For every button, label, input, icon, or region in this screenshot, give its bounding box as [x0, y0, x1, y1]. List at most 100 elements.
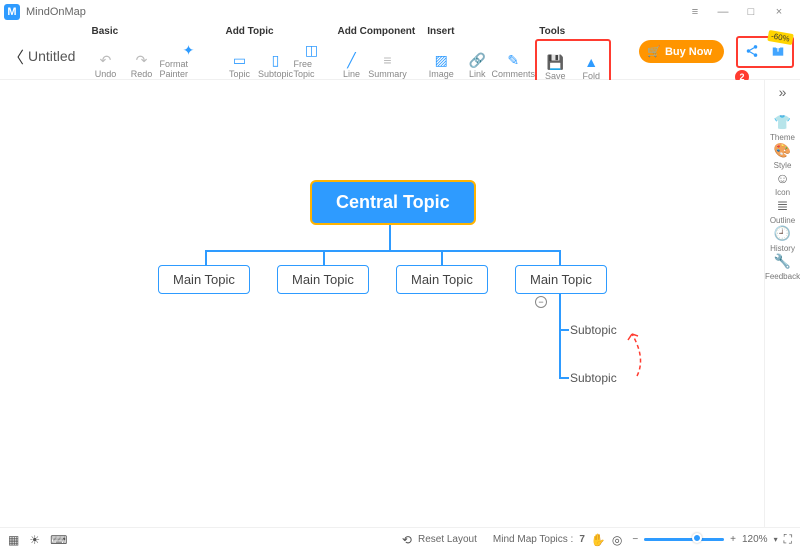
save-button[interactable]: 💾Save — [537, 41, 573, 81]
line-icon: ╱ — [347, 51, 355, 69]
hand-tool-icon[interactable]: ✋ — [591, 533, 606, 547]
zoom-percent[interactable]: 120% — [742, 534, 768, 545]
brush-icon: ✦ — [183, 41, 195, 59]
buy-now-button[interactable]: 🛒 Buy Now — [639, 40, 724, 63]
central-topic[interactable]: Central Topic — [310, 180, 476, 225]
export-icon — [771, 44, 785, 61]
format-painter-button[interactable]: ✦Format Painter — [159, 39, 217, 79]
zoom-thumb[interactable] — [692, 533, 702, 543]
export-button[interactable] — [768, 42, 788, 62]
free-topic-icon: ◫ — [305, 41, 318, 59]
group-tools-label: Tools — [535, 24, 611, 39]
group-add-topic-label: Add Topic — [221, 24, 329, 39]
undo-icon: ↶ — [100, 51, 112, 69]
fullscreen-icon[interactable]: ⛶ — [784, 532, 792, 547]
connector — [559, 294, 561, 378]
group-tools: Tools 💾Save ▲Fold — [535, 24, 611, 83]
collapse-handle[interactable]: − — [535, 296, 547, 308]
topic-button[interactable]: ▭Topic — [221, 39, 257, 79]
presentation-icon[interactable]: ▦ — [8, 533, 19, 547]
mindmap-canvas[interactable]: Central Topic Main Topic Main Topic Main… — [0, 80, 764, 527]
group-add-topic: Add Topic ▭Topic ▯Subtopic ◫Free Topic — [221, 24, 329, 79]
share-button[interactable] — [742, 42, 762, 62]
back-button[interactable]: 〈 — [6, 44, 26, 68]
menu-button[interactable]: ≡ — [688, 5, 702, 19]
close-button[interactable]: × — [772, 5, 786, 19]
zoom-out-button[interactable]: − — [632, 534, 638, 545]
app-name: MindOnMap — [26, 6, 688, 18]
tools-highlight-box: 💾Save ▲Fold — [535, 39, 611, 83]
sidebar-item-icon[interactable]: ☺Icon — [765, 170, 800, 197]
fold-button[interactable]: ▲Fold — [573, 41, 609, 81]
save-icon: 💾 — [547, 53, 564, 71]
subtopic-icon: ▯ — [272, 51, 280, 69]
subtopic[interactable]: Subtopic — [570, 371, 617, 385]
theme-icon: 👕 — [774, 114, 791, 131]
image-icon: ▨ — [435, 51, 448, 69]
group-add-component: Add Component ╱Line ≡Summary — [333, 24, 419, 79]
link-button[interactable]: 🔗Link — [459, 39, 495, 79]
maximize-button[interactable]: □ — [744, 5, 758, 19]
back-area: 〈 Untitled — [6, 44, 75, 68]
zoom-slider[interactable] — [644, 538, 724, 541]
minimize-button[interactable]: — — [716, 5, 730, 19]
connector — [389, 222, 391, 250]
group-insert: Insert ▨Image 🔗Link ✎Comments — [423, 24, 531, 79]
main-topic[interactable]: Main Topic — [158, 265, 250, 294]
connector — [205, 250, 559, 252]
document-title[interactable]: Untitled — [28, 48, 75, 64]
brightness-icon[interactable]: ☀ — [29, 533, 40, 547]
sidebar-item-feedback[interactable]: 🔧Feedback — [765, 253, 800, 281]
sidebar-item-history[interactable]: 🕘History — [765, 225, 800, 253]
connector — [559, 250, 561, 266]
zoom-dropdown-icon[interactable]: ▾ — [774, 535, 778, 544]
image-button[interactable]: ▨Image — [423, 39, 459, 79]
main-topic[interactable]: Main Topic — [515, 265, 607, 294]
target-icon[interactable]: ◎ — [612, 533, 622, 547]
history-icon: 🕘 — [774, 225, 791, 242]
share-icon — [745, 44, 759, 61]
summary-button[interactable]: ≡Summary — [369, 39, 405, 79]
window-controls: ≡ — □ × — [688, 5, 796, 19]
sidebar-item-outline[interactable]: ≣Outline — [765, 197, 800, 225]
connector — [441, 250, 443, 266]
undo-button[interactable]: ↶Undo — [87, 39, 123, 79]
feedback-icon: 🔧 — [774, 253, 791, 270]
group-basic-label: Basic — [87, 24, 217, 39]
title-bar: M MindOnMap ≡ — □ × — [0, 0, 800, 24]
app-logo: M — [4, 4, 20, 20]
free-topic-button[interactable]: ◫Free Topic — [293, 39, 329, 79]
group-basic: Basic ↶Undo ↷Redo ✦Format Painter — [87, 24, 217, 79]
main-topic[interactable]: Main Topic — [277, 265, 369, 294]
sidebar-item-theme[interactable]: 👕Theme — [765, 114, 800, 142]
sidebar-item-style[interactable]: 🎨Style — [765, 142, 800, 170]
group-add-component-label: Add Component — [333, 24, 419, 39]
keyboard-icon[interactable]: ⌨ — [50, 533, 67, 547]
connector — [559, 377, 569, 379]
sidebar-collapse[interactable]: » — [779, 84, 787, 100]
redo-icon: ↷ — [136, 51, 148, 69]
main-topic[interactable]: Main Topic — [396, 265, 488, 294]
zoom-in-button[interactable]: + — [730, 534, 736, 545]
connector — [205, 250, 207, 266]
subtopic-button[interactable]: ▯Subtopic — [257, 39, 293, 79]
toolbar: 〈 Untitled Basic ↶Undo ↷Redo ✦Format Pai… — [0, 24, 800, 80]
reset-layout-icon[interactable]: ⟲ — [402, 533, 412, 547]
group-insert-label: Insert — [423, 24, 531, 39]
topics-label: Mind Map Topics : — [493, 534, 573, 545]
redo-button[interactable]: ↷Redo — [123, 39, 159, 79]
annotation-arrow — [622, 328, 652, 378]
status-bar: ▦ ☀ ⌨ ⟲ Reset Layout Mind Map Topics : 7… — [0, 527, 800, 551]
fold-icon: ▲ — [584, 53, 598, 71]
right-sidebar: » 👕Theme🎨Style☺Icon≣Outline🕘History🔧Feed… — [764, 80, 800, 527]
style-icon: 🎨 — [774, 142, 791, 159]
comment-icon: ✎ — [507, 51, 519, 69]
subtopic[interactable]: Subtopic — [570, 323, 617, 337]
line-button[interactable]: ╱Line — [333, 39, 369, 79]
topics-count: 7 — [579, 534, 585, 545]
topic-icon: ▭ — [233, 51, 246, 69]
reset-layout-label[interactable]: Reset Layout — [418, 534, 477, 545]
outline-icon: ≣ — [777, 197, 789, 214]
summary-icon: ≡ — [383, 51, 391, 69]
comments-button[interactable]: ✎Comments — [495, 39, 531, 79]
